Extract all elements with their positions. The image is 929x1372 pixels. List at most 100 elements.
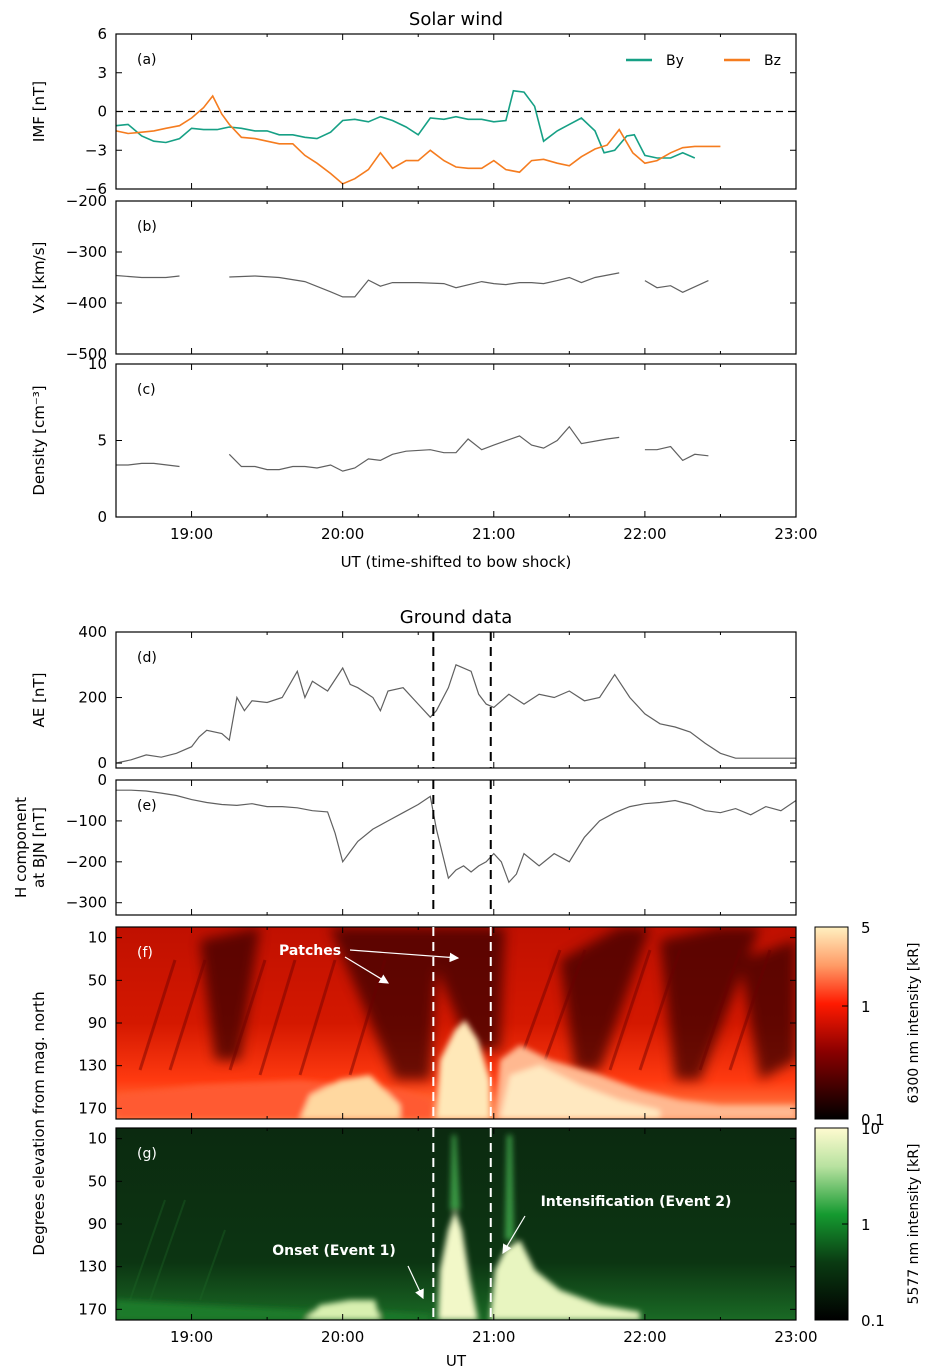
plot-frame-d [115,631,797,769]
series-line-e-0-0 [116,789,797,884]
y-tick-label-f: 90 [88,1014,107,1032]
y-axis-label-e-0: H component [12,797,30,898]
panel-label-e: (e) [137,798,157,814]
y-axis-label-c: Density [cm⁻³] [30,385,48,495]
y-tick-label-f: 130 [78,1057,107,1075]
panel-label-b: (b) [137,219,157,235]
panel-label-f: (f) [137,945,153,961]
y-tick-label-b: −400 [66,294,107,312]
y-tick-label-e: −300 [66,894,107,912]
intensification-arrow [502,1215,526,1255]
annotation-onset: Onset (Event 1) [272,1243,396,1259]
y-tick-label-g: 50 [88,1172,107,1190]
annotations: Patches Onset (Event 1) Intensification … [272,943,732,1300]
legend-label-bz: Bz [764,53,781,69]
x-tick-label-g: 23:00 [774,1328,817,1346]
panel-e: 0 −100 −200 −300 (e) H component at BJN [nT] [12,771,797,916]
y-tick-label-c: 0 [97,508,107,526]
y-axis-label-a: IMF [nT] [30,81,48,142]
panel-label-c: (c) [137,382,156,398]
colorbar-6300 [814,926,849,1120]
y-tick-label-b: −200 [66,192,107,210]
panel-b: −200 −300 −400 −500 (b) Vx [km/s] [30,192,797,363]
y-tick-label-c: 10 [88,355,107,373]
y-tick-label-e: −200 [66,853,107,871]
title-solar-wind: Solar wind [409,9,503,30]
y-tick-label-a: 0 [97,103,107,121]
panel-a: 6 3 0 −3 −6 (a) IMF [nT] By Bz [30,25,797,198]
heatmap-5577 [116,1128,796,1320]
series-line-c-0-1 [228,425,620,472]
y-tick-label-a: −6 [85,180,107,198]
y-tick-label-c: 5 [97,432,107,450]
y-tick-label-d: 400 [78,623,107,641]
series-line-a-bz-0 [115,94,721,185]
heatmap-6300 [116,927,796,1119]
y-tick-label-f: 50 [88,971,107,989]
y-tick-label-e: 0 [97,771,107,789]
onset-arrow [407,1265,424,1300]
y-tick-label-g: 170 [78,1300,107,1318]
y-tick-label-f: 10 [88,929,107,947]
x-tick-label-g: 20:00 [321,1328,364,1346]
panel-label-a: (a) [137,52,157,68]
patches-arrow-1 [344,956,390,984]
y-axis-label-e-1: at BJN [nT] [30,807,48,888]
series-line-c-0-2 [644,445,709,462]
y-tick-label-a: −3 [85,141,107,159]
y-tick-label-b: −300 [66,243,107,261]
annotation-patches: Patches [279,943,341,959]
colorbar-tick-label-f: 1 [861,998,871,1016]
x-tick-label-g: 19:00 [170,1328,213,1346]
colorbar-label-g: 5577 nm intensity [kR] [906,1144,922,1305]
colorbar-tick-label-g: 1 [861,1216,871,1234]
colorbar-tick-label-g: 10 [861,1120,880,1138]
x-axis-label-ut: UT [446,1352,467,1370]
y-tick-label-d: 200 [78,689,107,707]
x-tick-label-c: 22:00 [623,525,666,543]
x-tick-label-g: 22:00 [623,1328,666,1346]
colorbar-tick-label-f: 5 [861,919,871,937]
colorbar-label-f: 6300 nm intensity [kR] [906,943,922,1104]
colorbar-tick-label-g: 0.1 [861,1312,885,1330]
panel-label-d: (d) [137,650,157,666]
series-line-b-0-2 [644,280,709,293]
y-tick-label-e: −100 [66,812,107,830]
series-line-a-by-0 [115,89,696,159]
legend-label-by: By [666,53,684,69]
panel-c: 10 5 0 19:00 20:00 21:00 22:00 23:00 (c) Density … [30,355,818,543]
annotation-intensification: Intensification (Event 2) [541,1194,732,1210]
x-tick-label-g: 21:00 [472,1328,515,1346]
y-tick-label-b: −500 [66,345,107,363]
x-tick-label-c: 21:00 [472,525,515,543]
y-tick-label-f: 170 [78,1099,107,1117]
series-line-c-0-0 [116,462,180,468]
legend: By Bz [626,53,781,69]
panel-d: 400 200 0 (d) AE [nT] [30,623,797,772]
plot-frame-e [115,779,797,916]
y-tick-label-d: 0 [97,754,107,772]
x-tick-label-c: 20:00 [321,525,364,543]
panel-g: 10 50 90 130 170 19:00 20:00 21:00 22:00 23:00 (g) [78,1127,818,1346]
y-tick-label-a: 6 [97,25,107,43]
y-axis-label-b: Vx [km/s] [30,242,48,314]
y-tick-label-a: 3 [97,64,107,82]
y-tick-label-g: 90 [88,1215,107,1233]
series-line-b-0-0 [115,274,180,279]
y-axis-label-d: AE [nT] [30,673,48,728]
plot-frame-c [115,363,797,518]
y-tick-label-g: 10 [88,1130,107,1148]
colorbar-tick-label-f: 0.1 [861,1111,885,1129]
y-tick-label-g: 130 [78,1258,107,1276]
x-tick-label-c: 19:00 [170,525,213,543]
y-axis-label-f: Degrees elevation from mag. north [30,991,48,1255]
patches-arrow-2 [349,949,460,963]
series-line-b-0-1 [229,272,620,298]
series-line-d-0-0 [115,663,796,764]
panel-f: 10 50 90 130 170 (f) Degrees elevation from ma… [30,926,797,1256]
x-tick-label-c: 23:00 [774,525,817,543]
panel-label-g: (g) [137,1146,157,1162]
title-ground-data: Ground data [400,607,512,628]
plot-frame-b [115,200,797,355]
